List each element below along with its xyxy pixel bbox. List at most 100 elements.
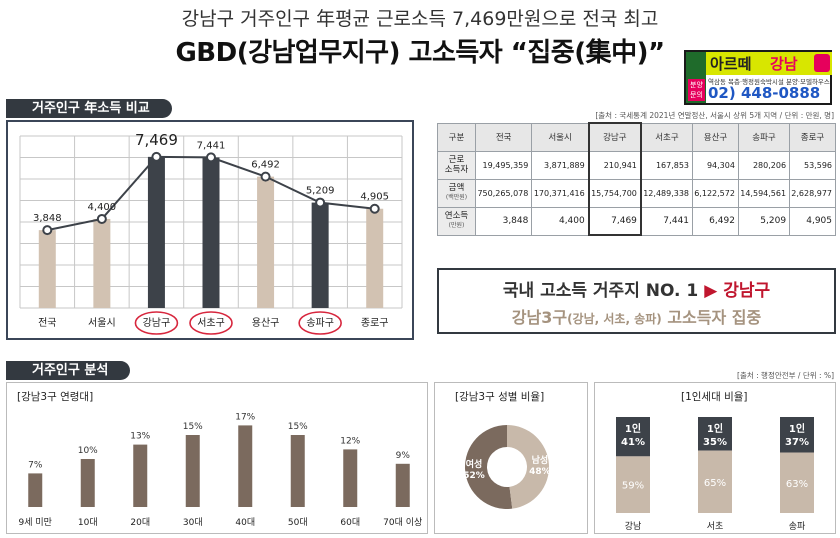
tick-label: 60대: [340, 517, 360, 528]
data-label: 4,905: [360, 192, 389, 203]
data-label: 7%: [28, 460, 43, 470]
table-cell: 3,848: [474, 206, 533, 236]
data-label: 35%: [703, 437, 727, 448]
table-header-cell: 서울시: [531, 122, 590, 152]
series-name: 1인: [789, 422, 805, 435]
slice-label: 48%: [529, 467, 551, 477]
tick-label: 서울시: [88, 317, 116, 329]
tick-label: 전국: [38, 317, 56, 329]
income-table: 구분 전국 서울시 강남구 서초구 용산구 송파구 종로구 근로 소득자 19,4…: [437, 122, 836, 236]
ad-inquiry-badge: 분양 문의: [688, 79, 705, 101]
page-title: GBD(강남업무지구) 고소득자 “집중(集中)”: [175, 38, 665, 68]
data-point: [151, 151, 162, 162]
tick-label: 70대 이상: [383, 517, 422, 528]
ad-logo-icon: [814, 54, 830, 72]
bar-segment: [698, 417, 732, 451]
highlight-circle: [189, 311, 233, 335]
data-label: 10%: [78, 446, 98, 456]
tick-label: 10대: [78, 517, 98, 528]
table-cell: 19,495,359: [474, 150, 533, 180]
bar: [257, 176, 275, 308]
tick-label: 30대: [183, 517, 203, 528]
ad-banner[interactable]: 분양 문의 아르떼 강남 역삼동 복층·행정원숙박시설 분양·모델하우스 02)…: [684, 50, 832, 105]
income-source: [출처 : 국세통계 2021년 연말정산, 서울시 상위 5개 지역 / 단위…: [595, 111, 834, 120]
data-label: 63%: [786, 479, 808, 490]
tick-label: 강남: [625, 521, 642, 532]
table-row: 금액 (백만원) 750,265,078 170,371,416 15,754,7…: [437, 178, 836, 208]
bar: [93, 218, 111, 308]
callout-text-e: 고소득자 집중: [661, 308, 762, 327]
data-point: [315, 197, 326, 208]
bar-segment: [780, 417, 814, 453]
tick-label: 송파: [789, 521, 806, 532]
table-row: 근로 소득자 19,495,359 3,871,889 210,941 167,8…: [437, 150, 836, 180]
table-cell: 12,489,338: [640, 178, 694, 208]
table-header-cell: 서초구: [640, 122, 694, 152]
age-chart-title: [강남3구 연령대]: [17, 391, 94, 403]
data-label: 41%: [621, 437, 645, 448]
bar: [28, 473, 43, 507]
bar: [147, 156, 165, 308]
callout-text-d: (강남, 서초, 송파): [567, 312, 662, 326]
bar: [366, 208, 384, 308]
table-header-cell: 구분: [437, 122, 476, 152]
population-section-title: 거주인구 분석: [6, 361, 131, 380]
callout-text-a: 국내 고소득 거주지 NO. 1: [502, 281, 699, 301]
series-name: 1인: [625, 422, 641, 435]
bar: [185, 435, 200, 507]
tick-label: 40대: [235, 517, 255, 528]
bar: [311, 202, 329, 308]
tick-label: 종로구: [361, 317, 389, 329]
series-name: 1인: [707, 422, 723, 435]
table-cell: 6,122,572: [692, 178, 739, 208]
table-row-header: 근로 소득자: [437, 150, 476, 180]
income-chart-panel: 전국 서울시 강남구 서초구 용산구 송파구 종로구 3,848 4,400 7,469 7,441…: [6, 120, 414, 340]
table-cell: 4,905: [789, 206, 836, 236]
callout-text-c: 강남3구: [511, 308, 568, 327]
table-header-cell: 용산구: [692, 122, 739, 152]
bar: [395, 463, 410, 507]
tick-label: 서초: [707, 521, 724, 532]
table-header-cell: 종로구: [789, 122, 836, 152]
bar-segment: [616, 456, 650, 513]
callout-arrow: ▶: [704, 281, 718, 301]
table-cell: 7,441: [640, 206, 694, 236]
ad-subtext: 역삼동 복층·행정원숙박시설 분양·모델하우스: [708, 78, 830, 86]
tick-label: 용산구: [252, 317, 280, 329]
slice-name: 여성: [466, 458, 483, 470]
ad-name-a: 아르떼: [710, 55, 752, 73]
table-header-cell: 송파구: [737, 122, 791, 152]
table-cell: 5,209: [737, 206, 791, 236]
row-unit: (만원): [448, 222, 465, 229]
data-label: 9%: [396, 451, 411, 461]
ad-phone: 02) 448-0888: [708, 84, 821, 102]
bar-segment: [616, 417, 650, 457]
row-label: 금액: [448, 183, 465, 193]
data-label: 7,441: [197, 140, 226, 151]
data-label: 17%: [235, 412, 255, 422]
single-household-chart: 1인 41% 59% 강남 1인 35% 65% 서초 1인 37% 63% 송파: [616, 417, 814, 532]
table-cell: 210,941: [587, 150, 642, 180]
table-cell: 3,871,889: [531, 150, 590, 180]
data-point: [206, 152, 216, 163]
page-subtitle: 강남구 거주인구 年평균 근로소득 7,469만원으로 전국 최고: [181, 8, 659, 30]
table-header-cell: 전국: [474, 122, 533, 152]
table-row-header: 금액 (백만원): [437, 178, 476, 208]
table-cell: 6,492: [692, 206, 739, 236]
tick-label: 송파구: [306, 317, 334, 329]
data-label: 15%: [183, 422, 203, 432]
tick-label: 20대: [130, 517, 150, 528]
table-row: 연소득 (만원) 3,848 4,400 7,469 7,441 6,492 5,…: [437, 206, 836, 236]
data-label: 15%: [288, 422, 308, 432]
callout-text-b: 강남구: [723, 281, 771, 301]
pie-slice: [465, 425, 513, 509]
gender-chart-panel: [강남3구 성별 비율] 여성 52% 남성 48%: [434, 382, 588, 534]
table-cell: 750,265,078: [474, 178, 533, 208]
data-point: [260, 171, 271, 182]
data-label: 59%: [622, 481, 644, 492]
data-label: 65%: [704, 478, 726, 489]
table-cell: 15,754,700: [587, 178, 642, 208]
slice-label: 52%: [463, 471, 485, 481]
pie-slice: [507, 425, 550, 509]
